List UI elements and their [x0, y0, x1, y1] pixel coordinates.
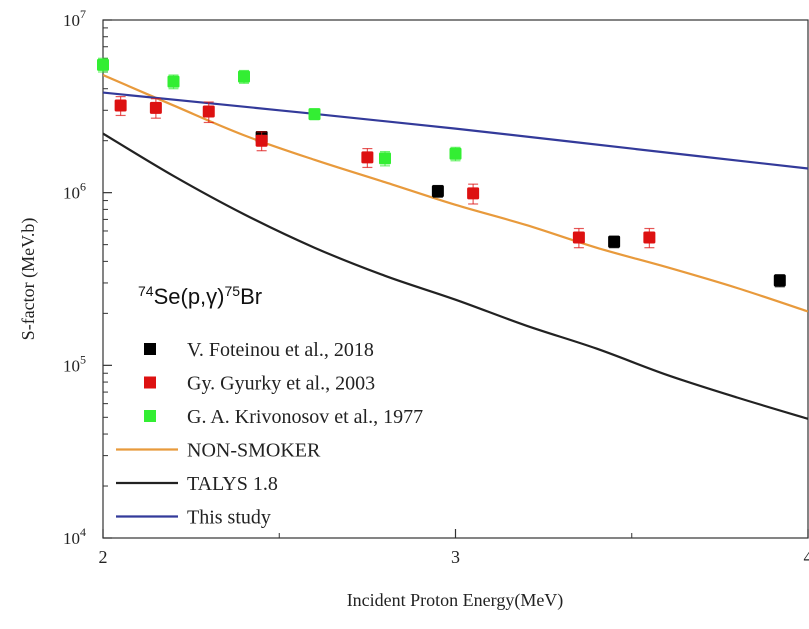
reaction-label-se: Se(p,γ): [154, 284, 225, 309]
y-minor-ticks: [103, 27, 108, 487]
point-g-a-krivonosov-et-al-1977: [238, 70, 250, 83]
y-tick-label: 107: [63, 7, 86, 30]
point-g-a-krivonosov-et-al-1977: [308, 108, 321, 121]
x-tick-label: 4: [804, 547, 809, 567]
curve-non-smoker: [103, 74, 808, 313]
point-gy-gyurky-et-al-2003: [114, 99, 127, 112]
legend-label: G. A. Krivonosov et al., 1977: [187, 406, 423, 428]
legend-marker: [144, 376, 156, 389]
legend-item-talys-1-8: TALYS 1.8: [116, 473, 278, 495]
reaction-label-mass-74: 74: [138, 283, 154, 299]
x-tick-labels: 2 3 4: [99, 547, 809, 567]
legend-label: This study: [187, 507, 271, 529]
legend-item-gy-gyurky-et-al-2003: Gy. Gyurky et al., 2003: [144, 373, 375, 395]
point-g-a-krivonosov-et-al-1977: [167, 75, 180, 88]
legend-marker: [144, 343, 156, 355]
legend-label: NON-SMOKER: [187, 440, 321, 462]
x-tick-label: 2: [99, 547, 108, 567]
data-points: [97, 57, 786, 288]
point-v-foteinou-et-al-2018: [431, 185, 444, 198]
reaction-label-br: Br: [240, 284, 262, 309]
y-axis-label: S-factor (MeV.b): [18, 218, 39, 341]
point-g-a-krivonosov-et-al-1977: [449, 147, 462, 160]
x-axis-label: Incident Proton Energy(MeV): [347, 590, 564, 611]
legend: V. Foteinou et al., 2018 Gy. Gyurky et al…: [116, 339, 423, 529]
reaction-label: 74Se(p,γ)75Br: [138, 283, 262, 309]
point-g-a-krivonosov-et-al-1977: [379, 152, 391, 165]
y-tick-labels: 104 105 106 107: [63, 7, 86, 548]
y-tick-label: 106: [63, 180, 86, 203]
point-v-foteinou-et-al-2018: [608, 235, 621, 248]
point-gy-gyurky-et-al-2003: [202, 105, 215, 118]
curve-this-study: [103, 91, 808, 170]
legend-label: V. Foteinou et al., 2018: [187, 339, 374, 361]
point-gy-gyurky-et-al-2003: [467, 187, 480, 200]
point-gy-gyurky-et-al-2003: [361, 151, 374, 164]
legend-label: TALYS 1.8: [187, 473, 278, 495]
legend-item-v-foteinou-et-al-2018: V. Foteinou et al., 2018: [144, 339, 374, 361]
point-gy-gyurky-et-al-2003: [572, 231, 585, 244]
legend-item-g-a-krivonosov-et-al-1977: G. A. Krivonosov et al., 1977: [144, 406, 423, 428]
legend-marker: [144, 410, 156, 422]
point-gy-gyurky-et-al-2003: [149, 101, 162, 114]
reaction-label-mass-75: 75: [225, 283, 241, 299]
point-gy-gyurky-et-al-2003: [255, 134, 268, 147]
point-gy-gyurky-et-al-2003: [643, 231, 656, 244]
point-v-foteinou-et-al-2018: [773, 274, 786, 287]
curve-talys-1-8: [103, 132, 808, 420]
legend-label: Gy. Gyurky et al., 2003: [187, 373, 375, 395]
axis-ticks: [102, 19, 809, 539]
model-curves: [103, 74, 808, 420]
legend-item-non-smoker: NON-SMOKER: [116, 440, 321, 462]
legend-item-this-study: This study: [116, 507, 271, 529]
y-tick-label: 105: [63, 352, 86, 375]
x-tick-label: 3: [451, 547, 460, 567]
point-g-a-krivonosov-et-al-1977: [97, 58, 109, 71]
y-tick-label: 104: [63, 525, 86, 548]
